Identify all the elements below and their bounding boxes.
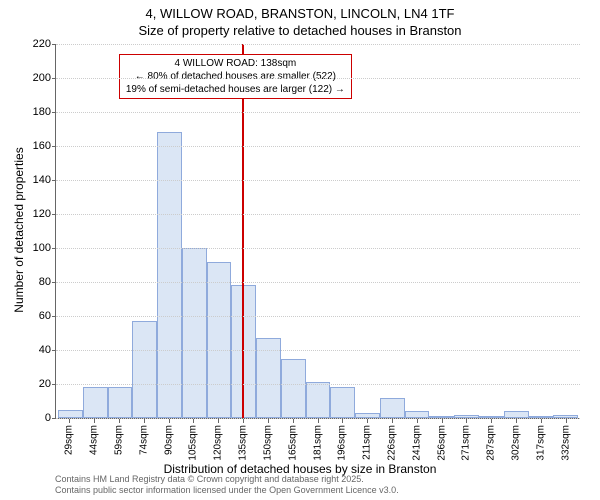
reference-line bbox=[242, 44, 244, 418]
xtick-mark bbox=[243, 419, 244, 423]
xtick-label: 332sqm bbox=[560, 425, 571, 461]
xtick-label: 287sqm bbox=[486, 425, 497, 461]
xtick-mark bbox=[218, 419, 219, 423]
histogram-bar bbox=[132, 321, 157, 418]
ytick-label: 40 bbox=[39, 344, 56, 356]
gridline-h bbox=[56, 180, 580, 181]
xtick-label: 196sqm bbox=[337, 425, 348, 461]
xtick-mark bbox=[69, 419, 70, 423]
histogram-bar bbox=[330, 387, 355, 418]
xtick-label: 181sqm bbox=[312, 425, 323, 461]
xtick-mark bbox=[193, 419, 194, 423]
xtick-mark bbox=[169, 419, 170, 423]
y-axis-label: Number of detached properties bbox=[12, 147, 26, 312]
xtick-label: 150sqm bbox=[262, 425, 273, 461]
title-line-1: 4, WILLOW ROAD, BRANSTON, LINCOLN, LN4 1… bbox=[0, 6, 600, 23]
annotation-line-3: 19% of semi-detached houses are larger (… bbox=[126, 83, 345, 96]
xtick-label: 302sqm bbox=[511, 425, 522, 461]
xtick-label: 74sqm bbox=[138, 425, 149, 455]
xtick-mark bbox=[417, 419, 418, 423]
gridline-h bbox=[56, 112, 580, 113]
ytick-label: 80 bbox=[39, 276, 56, 288]
footer-line-2: Contains public sector information licen… bbox=[55, 485, 399, 496]
xtick-label: 59sqm bbox=[114, 425, 125, 455]
ytick-label: 140 bbox=[33, 174, 56, 186]
gridline-h bbox=[56, 214, 580, 215]
histogram-bar bbox=[281, 359, 306, 419]
xtick-label: 317sqm bbox=[535, 425, 546, 461]
xtick-label: 271sqm bbox=[461, 425, 472, 461]
footer-note: Contains HM Land Registry data © Crown c… bbox=[55, 474, 399, 496]
xtick-mark bbox=[466, 419, 467, 423]
xtick-mark bbox=[516, 419, 517, 423]
xtick-mark bbox=[367, 419, 368, 423]
ytick-label: 60 bbox=[39, 310, 56, 322]
histogram-bar bbox=[405, 411, 430, 418]
gridline-h bbox=[56, 248, 580, 249]
xtick-mark bbox=[144, 419, 145, 423]
xtick-mark bbox=[392, 419, 393, 423]
xtick-mark bbox=[293, 419, 294, 423]
xtick-label: 120sqm bbox=[213, 425, 224, 461]
ytick-label: 200 bbox=[33, 72, 56, 84]
annotation-line-1: 4 WILLOW ROAD: 138sqm bbox=[126, 57, 345, 70]
gridline-h bbox=[56, 146, 580, 147]
xtick-label: 90sqm bbox=[163, 425, 174, 455]
ytick-label: 160 bbox=[33, 140, 56, 152]
title-line-2: Size of property relative to detached ho… bbox=[0, 23, 600, 40]
xtick-mark bbox=[318, 419, 319, 423]
xtick-label: 241sqm bbox=[411, 425, 422, 461]
annotation-line-2: ← 80% of detached houses are smaller (52… bbox=[126, 70, 345, 83]
xtick-label: 256sqm bbox=[436, 425, 447, 461]
histogram-bar bbox=[58, 410, 83, 419]
annotation-box: 4 WILLOW ROAD: 138sqm ← 80% of detached … bbox=[119, 54, 352, 99]
xtick-mark bbox=[342, 419, 343, 423]
gridline-h bbox=[56, 316, 580, 317]
ytick-label: 180 bbox=[33, 106, 56, 118]
xtick-mark bbox=[541, 419, 542, 423]
ytick-label: 20 bbox=[39, 378, 56, 390]
bars-group bbox=[56, 44, 580, 418]
histogram-bar bbox=[207, 262, 232, 418]
ytick-label: 120 bbox=[33, 208, 56, 220]
xtick-label: 226sqm bbox=[386, 425, 397, 461]
chart-container: 4, WILLOW ROAD, BRANSTON, LINCOLN, LN4 1… bbox=[0, 0, 600, 500]
gridline-h bbox=[56, 350, 580, 351]
gridline-h bbox=[56, 44, 580, 45]
gridline-h bbox=[56, 384, 580, 385]
xtick-label: 135sqm bbox=[238, 425, 249, 461]
ytick-label: 220 bbox=[33, 38, 56, 50]
xtick-mark bbox=[119, 419, 120, 423]
histogram-bar bbox=[182, 248, 207, 418]
footer-line-1: Contains HM Land Registry data © Crown c… bbox=[55, 474, 399, 485]
histogram-bar bbox=[108, 387, 133, 418]
gridline-h bbox=[56, 78, 580, 79]
xtick-label: 165sqm bbox=[287, 425, 298, 461]
xtick-mark bbox=[94, 419, 95, 423]
plot-area: 4 WILLOW ROAD: 138sqm ← 80% of detached … bbox=[55, 44, 580, 419]
plot-outer: 4 WILLOW ROAD: 138sqm ← 80% of detached … bbox=[55, 44, 580, 419]
histogram-bar bbox=[306, 382, 331, 418]
xtick-mark bbox=[566, 419, 567, 423]
histogram-bar bbox=[83, 387, 108, 418]
histogram-bar bbox=[157, 132, 182, 418]
xtick-label: 105sqm bbox=[188, 425, 199, 461]
histogram-bar bbox=[504, 411, 529, 418]
xtick-label: 29sqm bbox=[64, 425, 75, 455]
title-block: 4, WILLOW ROAD, BRANSTON, LINCOLN, LN4 1… bbox=[0, 0, 600, 40]
xtick-mark bbox=[491, 419, 492, 423]
gridline-h bbox=[56, 282, 580, 283]
xtick-mark bbox=[442, 419, 443, 423]
ytick-label: 100 bbox=[33, 242, 56, 254]
xtick-label: 44sqm bbox=[89, 425, 100, 455]
xtick-label: 211sqm bbox=[362, 425, 373, 460]
xtick-mark bbox=[268, 419, 269, 423]
histogram-bar bbox=[380, 398, 405, 418]
